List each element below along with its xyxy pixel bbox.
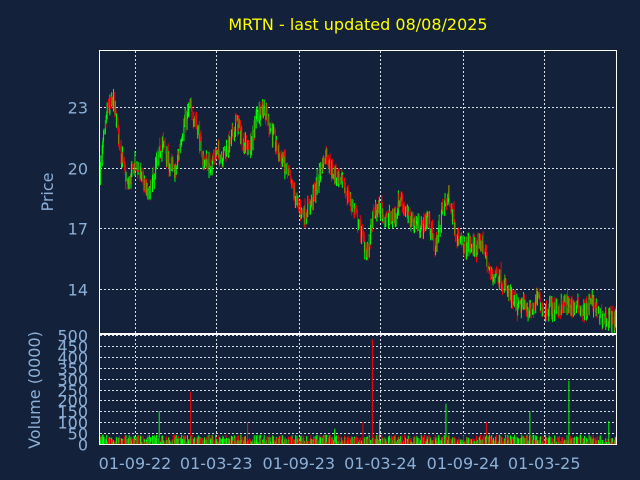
volume-tick-label: 100	[57, 414, 88, 433]
price-y-axis: 14 17 20 23	[68, 99, 88, 300]
volume-axis-label: Volume (0000)	[25, 331, 44, 449]
volume-tick-label: 500	[57, 327, 88, 346]
price-grid	[100, 51, 616, 334]
volume-frame	[99, 334, 617, 445]
price-frame	[99, 50, 617, 334]
volume-tick-label: 0	[78, 436, 88, 455]
volume-tick-label: 50	[68, 425, 88, 444]
x-tick-label: 01-03-24	[344, 454, 417, 473]
x-tick-label: 01-09-24	[427, 454, 500, 473]
volume-grid	[100, 335, 616, 445]
volume-tick-label: 250	[57, 382, 88, 401]
x-axis: 01-09-22 01-03-23 01-09-23 01-03-24 01-09-24…	[99, 454, 581, 473]
volume-tick-label: 300	[57, 371, 88, 390]
volume-tick-label: 400	[57, 349, 88, 368]
x-tick-label: 01-09-23	[262, 454, 335, 473]
price-tick-label: 14	[68, 281, 88, 300]
price-axis-label: Price	[38, 172, 57, 211]
volume-tick-label: 450	[57, 338, 88, 357]
price-tick-label: 23	[68, 99, 88, 118]
x-tick-label: 01-03-25	[508, 454, 581, 473]
x-tick-label: 01-03-23	[180, 454, 253, 473]
price-candles	[99, 88, 617, 336]
volume-bars	[99, 339, 617, 444]
volume-tick-label: 150	[57, 403, 88, 422]
volume-tick-label: 350	[57, 360, 88, 379]
chart-title: MRTN - last updated 08/08/2025	[228, 15, 487, 34]
volume-tick-label: 200	[57, 392, 88, 411]
price-panel: 14 17 20 23 Price	[38, 50, 617, 336]
price-tick-label: 17	[68, 220, 88, 239]
x-tick-label: 01-09-22	[99, 454, 172, 473]
price-tick-label: 20	[68, 160, 88, 179]
